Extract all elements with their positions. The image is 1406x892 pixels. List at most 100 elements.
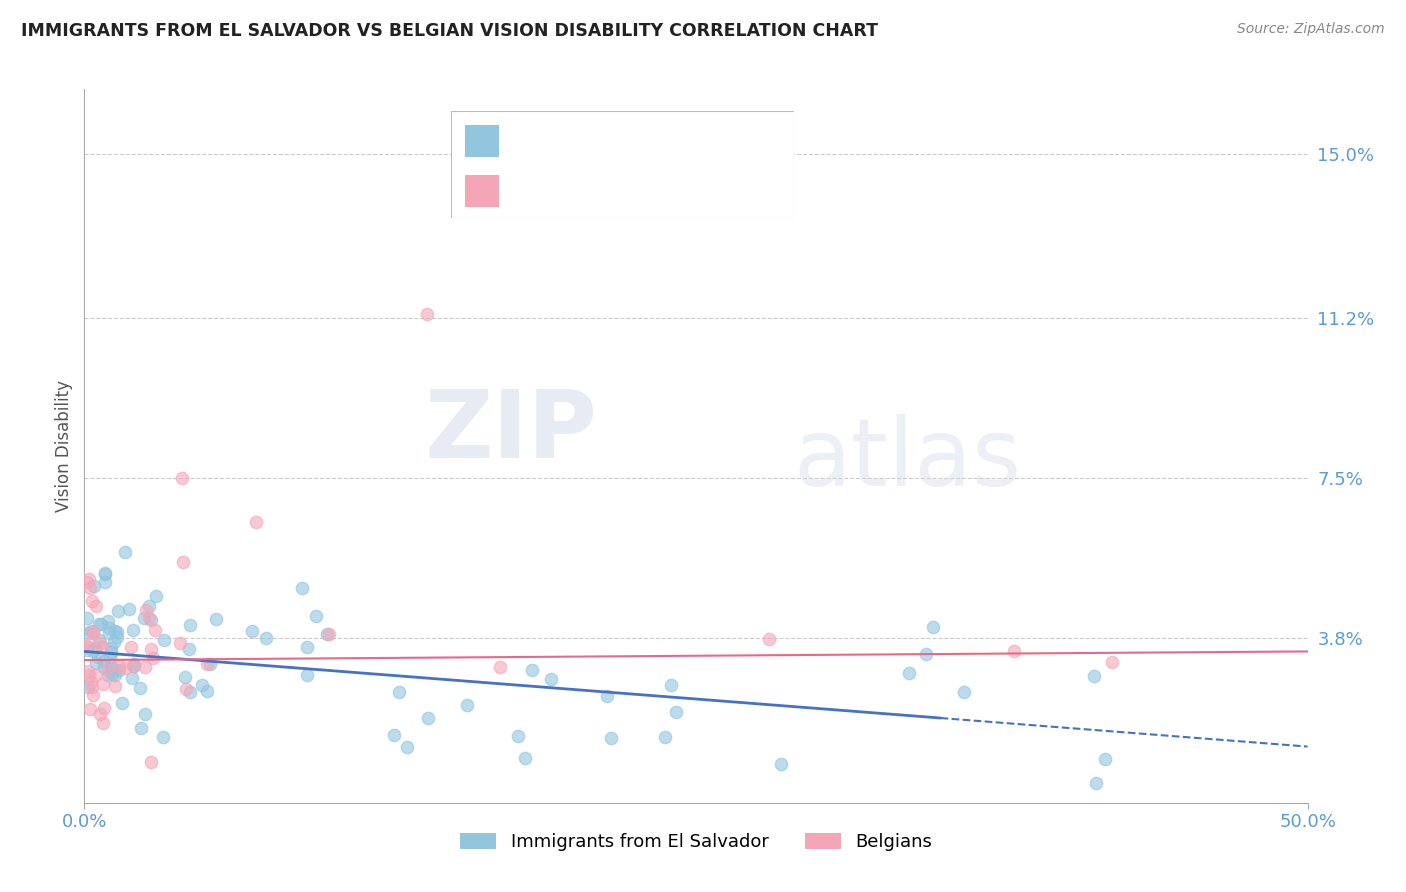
Point xyxy=(93,701,115,715)
Point xyxy=(96,663,118,677)
Point xyxy=(665,705,688,719)
Point xyxy=(97,621,120,635)
Point xyxy=(77,572,100,586)
Point xyxy=(195,684,218,698)
Text: ZIP: ZIP xyxy=(425,385,598,478)
Point xyxy=(141,641,163,656)
Point xyxy=(87,649,110,664)
Text: IMMIGRANTS FROM EL SALVADOR VS BELGIAN VISION DISABILITY CORRELATION CHART: IMMIGRANTS FROM EL SALVADOR VS BELGIAN V… xyxy=(21,22,879,40)
Point xyxy=(315,627,337,641)
Point xyxy=(295,668,318,682)
Point xyxy=(915,648,938,662)
Point xyxy=(100,640,122,655)
Point xyxy=(195,657,218,672)
Point xyxy=(101,662,124,676)
Point xyxy=(143,623,166,637)
Point xyxy=(1002,644,1025,658)
Point xyxy=(100,659,122,673)
Text: atlas: atlas xyxy=(794,414,1022,507)
Point xyxy=(134,706,156,721)
Point xyxy=(97,614,120,628)
Point xyxy=(139,613,162,627)
Point xyxy=(291,582,314,596)
Point xyxy=(177,641,200,656)
Point xyxy=(114,545,136,559)
Point xyxy=(77,668,100,682)
Point xyxy=(1084,776,1107,790)
Point xyxy=(132,610,155,624)
Point xyxy=(898,665,921,680)
Point xyxy=(97,668,120,682)
Point xyxy=(1101,655,1123,669)
Point xyxy=(122,659,145,673)
Point xyxy=(90,640,112,655)
Point xyxy=(138,599,160,613)
Point xyxy=(200,657,222,672)
Point xyxy=(456,698,478,712)
Point xyxy=(98,650,121,665)
Point xyxy=(76,680,98,694)
Point xyxy=(89,706,111,721)
Point xyxy=(111,696,134,710)
Point xyxy=(245,515,267,529)
Point xyxy=(489,660,512,674)
Point xyxy=(93,660,115,674)
Point xyxy=(174,681,197,696)
Point xyxy=(172,471,194,485)
Point xyxy=(84,599,107,613)
Point xyxy=(124,657,146,671)
Point xyxy=(79,582,101,596)
Point xyxy=(142,650,165,665)
Point xyxy=(93,566,115,580)
Point xyxy=(254,632,277,646)
Point xyxy=(104,624,127,639)
Point xyxy=(174,670,197,684)
Point xyxy=(758,632,780,646)
Point xyxy=(84,668,107,682)
Point xyxy=(80,593,103,607)
Point xyxy=(76,642,98,657)
Point xyxy=(122,659,145,673)
Point xyxy=(921,620,943,634)
Point xyxy=(145,589,167,603)
Point xyxy=(76,640,98,655)
Point xyxy=(118,601,141,615)
Point xyxy=(121,672,143,686)
Point xyxy=(82,688,104,702)
Point xyxy=(1094,752,1116,766)
Point xyxy=(522,663,544,677)
Point xyxy=(654,730,676,744)
Point xyxy=(953,684,976,698)
Point xyxy=(191,677,214,691)
Point xyxy=(152,730,174,744)
Point xyxy=(179,685,201,699)
Point xyxy=(122,623,145,637)
Point xyxy=(659,678,682,692)
Point xyxy=(84,656,107,670)
Point xyxy=(104,668,127,682)
Point xyxy=(87,633,110,648)
Point xyxy=(114,661,136,675)
Point xyxy=(540,673,562,687)
Point xyxy=(94,575,117,590)
Y-axis label: Vision Disability: Vision Disability xyxy=(55,380,73,512)
Point xyxy=(77,664,100,678)
Point xyxy=(108,658,131,673)
Point xyxy=(91,677,114,691)
Point xyxy=(153,632,176,647)
Point xyxy=(105,625,128,640)
Point xyxy=(120,640,142,655)
Point xyxy=(242,624,264,638)
Point xyxy=(295,640,318,654)
Point xyxy=(769,756,792,771)
Legend: Immigrants from El Salvador, Belgians: Immigrants from El Salvador, Belgians xyxy=(453,825,939,858)
Point xyxy=(513,750,536,764)
Point xyxy=(108,663,131,677)
Point xyxy=(90,616,112,631)
Point xyxy=(89,617,111,632)
Point xyxy=(82,626,104,640)
Point xyxy=(305,609,328,624)
Point xyxy=(107,604,129,618)
Point xyxy=(172,555,194,569)
Point xyxy=(139,755,162,769)
